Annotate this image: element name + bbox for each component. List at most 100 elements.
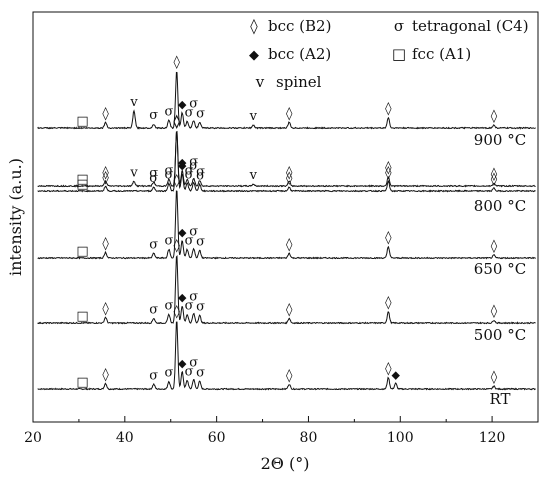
sigma-marker: σ [164,163,173,178]
a2-marker: ◆ [178,159,187,172]
x-tick-label: 60 [208,430,226,446]
traces [37,71,536,391]
xrd-trace [37,321,536,391]
a2-marker: ◆ [178,98,187,111]
sigma-marker: σ [189,158,198,173]
b2-marker: ◊ [102,301,109,316]
b2-marker: ◊ [102,170,109,185]
b2-marker: ◊ [286,171,293,186]
sigma-marker: σ [185,167,194,182]
xrd-trace [37,190,536,260]
x-tick-label: 20 [24,430,42,446]
a2-marker: ◆ [178,156,187,169]
b2-marker: ◊ [385,296,392,311]
sigma-marker: σ [149,237,158,252]
b2-marker: ◊ [491,304,498,319]
b2-marker: ◊ [385,102,392,117]
sigma-marker: σ [196,168,205,183]
sigma-marker: σ [185,105,194,120]
legend-label-b2: bcc (B2) [268,17,331,35]
x-axis-ticks: 20 40 60 80 100 120 [24,416,539,446]
sigma-marker: σ [164,104,173,119]
x-tick-label: 100 [387,430,414,446]
a2-marker: ◆ [178,226,187,239]
b2-marker: ◊ [102,236,109,251]
sigma-marker: σ [164,298,173,313]
sigma-marker: σ [185,298,194,313]
y-axis-label: intensity (a.u.) [6,158,25,276]
fcc-marker: □ [76,114,88,129]
trace-label: 800 °C [474,197,526,215]
sigma-marker: σ [185,364,194,379]
sigma-marker: σ [185,163,194,178]
spinel-marker: v [249,109,258,124]
x-axis-label: 2Θ (°) [261,454,310,473]
b2-marker: ◊ [102,165,109,180]
plot-frame [32,11,539,423]
b2-marker: ◊ [385,362,392,377]
b2-marker: ◊ [491,167,498,182]
sigma-marker: σ [196,164,205,179]
sigma-marker: σ [189,154,198,169]
sigma-marker: σ [189,225,198,240]
legend-label-c4: tetragonal (C4) [412,17,529,35]
a2-marker: ◆ [391,368,400,381]
b2-marker: ◊ [173,55,180,70]
b2-marker: ◊ [286,165,293,180]
phase-markers: □◊ σ σ◊◆σσσ ◊ ◊ ◆ ◊□◊ σ σ◊◆σσσ ◊ ◊◊□◊ σ σ◊◆σσσ ◊ ◊◊□ ◊ σ… [76,55,497,390]
sigma-marker: σ [149,166,158,181]
b2-marker: ◊ [102,367,109,382]
trace-label: 500 °C [474,326,526,344]
xrd-trace [37,130,536,193]
legend-symbol-b2: ◊ [250,17,258,35]
sigma-marker: σ [189,356,198,371]
b2-marker: ◊ [173,174,180,189]
legend-label-spinel: spinel [276,73,322,91]
legend-symbol-spinel: v [255,73,265,91]
fcc-marker: □ [76,309,88,324]
b2-marker: ◊ [173,239,180,254]
b2-marker: ◊ [286,106,293,121]
sigma-marker: σ [149,368,158,383]
sigma-marker: σ [164,233,173,248]
b2-marker: ◊ [173,305,180,320]
b2-marker: ◊ [173,114,180,129]
b2-marker: ◊ [286,237,293,252]
b2-marker: ◊ [491,370,498,385]
b2-marker: ◊ [286,368,293,383]
x-tick-label: 40 [116,430,134,446]
a2-marker: ◆ [178,291,187,304]
sigma-marker: σ [164,365,173,380]
legend-label-a2: bcc (A2) [268,45,331,63]
trace-label: 900 °C [474,131,526,149]
b2-marker: ◊ [385,231,392,246]
legend: ◊ bcc (B2) σ tetragonal (C4) ◆ bcc (A2) … [249,17,529,91]
fcc-marker: □ [76,244,88,259]
fcc-marker: □ [76,172,88,187]
sigma-marker: σ [196,106,205,121]
xrd-trace [37,71,536,130]
spinel-marker: v [129,165,138,180]
trace-label: 650 °C [474,260,526,278]
sigma-marker: σ [149,302,158,317]
sigma-marker: σ [196,365,205,380]
sigma-marker: σ [149,108,158,123]
b2-marker: ◊ [286,302,293,317]
sigma-marker: σ [185,233,194,248]
b2-marker: ◊ [102,106,109,121]
b2-marker: ◊ [385,161,392,176]
legend-symbol-c4: σ [394,17,404,35]
spinel-marker: v [129,95,138,110]
b2-marker: ◊ [491,172,498,187]
sigma-marker: σ [189,96,198,111]
sigma-marker: σ [164,167,173,182]
fcc-marker: □ [76,375,88,390]
b2-marker: ◊ [491,109,498,124]
legend-label-a1: fcc (A1) [412,45,471,63]
trace-label: RT [489,390,510,408]
b2-marker: ◊ [491,239,498,254]
spinel-marker: v [249,168,258,183]
x-tick-label: 120 [479,430,506,446]
x-tick-label: 80 [300,430,318,446]
